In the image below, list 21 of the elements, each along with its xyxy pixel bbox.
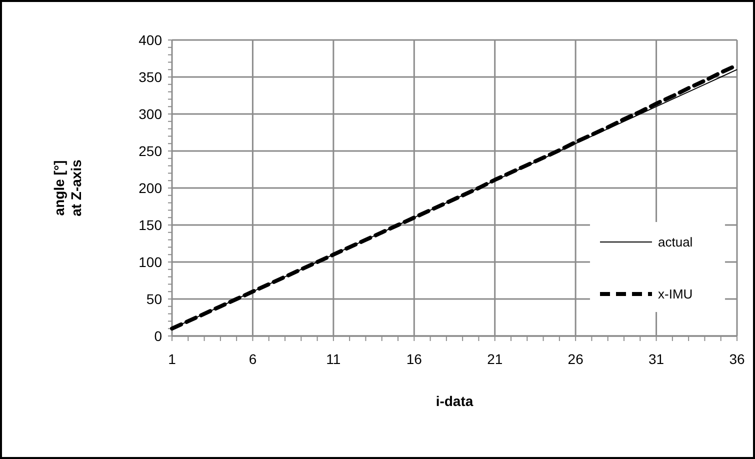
- y-tick-label: 400: [138, 32, 162, 48]
- y-tick-label: 0: [154, 328, 162, 344]
- x-tick-label: 31: [648, 351, 664, 367]
- y-tick-label: 100: [138, 254, 162, 270]
- legend-label: x-IMU: [658, 286, 693, 302]
- y-tick-label: 50: [146, 290, 162, 307]
- y-tick-label: 150: [138, 216, 162, 233]
- x-axis-title: i-data: [436, 393, 474, 409]
- y-tick-label: 350: [138, 68, 162, 85]
- y-axis-title: angle [°] at Z-axis: [51, 159, 84, 216]
- x-tick-label: 21: [487, 351, 503, 367]
- x-tick-label: 11: [326, 351, 341, 367]
- y-tick-label: 250: [138, 142, 162, 159]
- x-tick-label: 16: [406, 351, 422, 367]
- y-tick-label: 200: [138, 180, 162, 196]
- legend-label: actual: [658, 234, 693, 250]
- x-tick-label: 1: [168, 351, 176, 367]
- y-tick-label: 300: [138, 106, 162, 122]
- x-tick-label: 36: [729, 351, 745, 367]
- x-tick-label: 6: [248, 351, 257, 367]
- x-tick-label: 26: [568, 351, 584, 367]
